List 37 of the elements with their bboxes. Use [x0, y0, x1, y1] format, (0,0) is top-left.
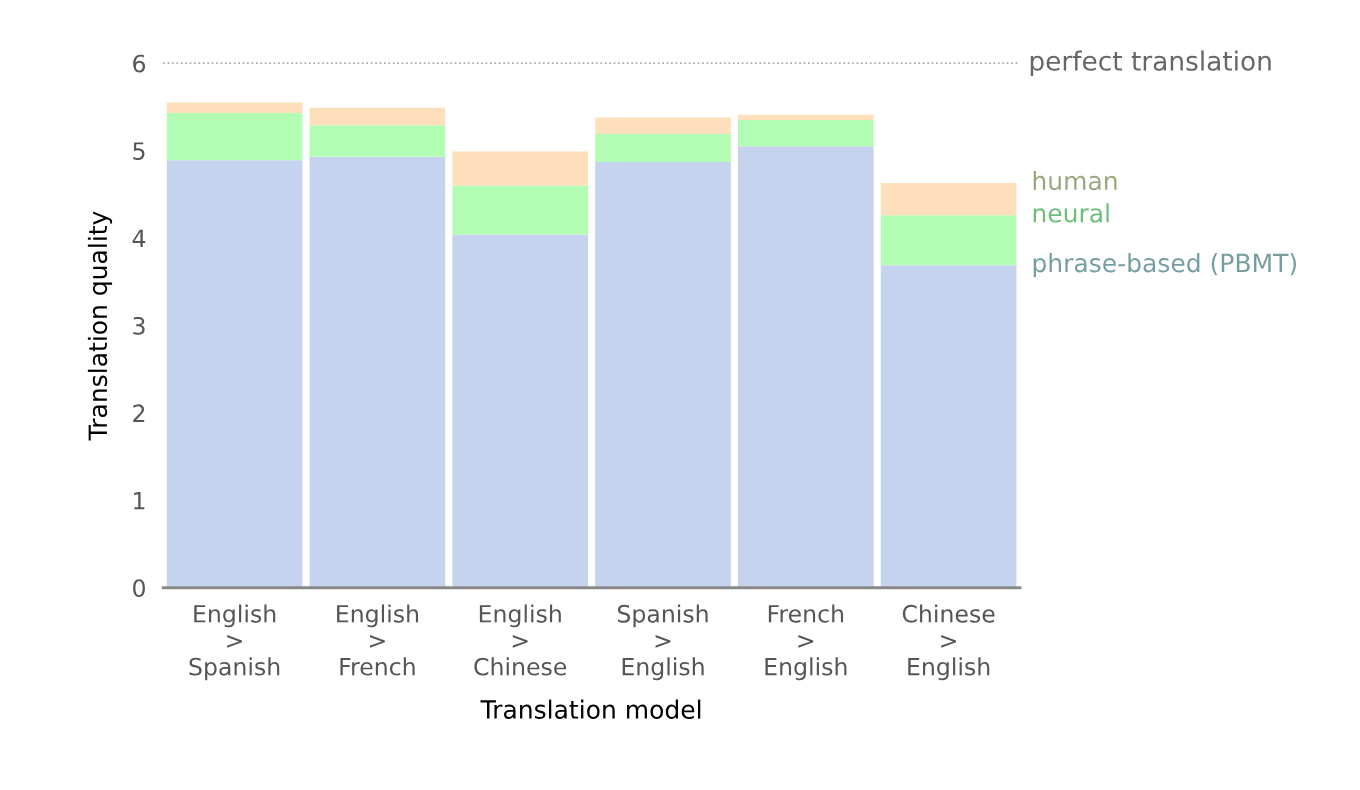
bar — [309, 107, 446, 126]
x-tick-label: Chinese > English — [902, 604, 995, 681]
bar — [166, 102, 303, 114]
bar — [737, 120, 874, 147]
y-tick-label: 5 — [133, 142, 145, 160]
x-tick-label: English > Spanish — [189, 604, 280, 681]
y-tick-label: 6 — [133, 54, 146, 73]
bar — [309, 125, 446, 157]
series-label: human — [1033, 170, 1117, 191]
y-tick-label: 4 — [132, 229, 146, 248]
x-tick-label: English > French — [337, 604, 419, 676]
bar — [737, 114, 874, 121]
bar — [166, 113, 303, 161]
bar — [452, 185, 589, 235]
bar — [309, 156, 446, 588]
bar — [452, 234, 589, 588]
series-label: neural — [1033, 203, 1109, 223]
bar — [595, 161, 731, 588]
x-tick-label: English > Chinese — [474, 604, 567, 676]
bar — [166, 160, 303, 588]
bar — [880, 215, 1017, 266]
ref-line-label: perfect translation — [1030, 50, 1271, 76]
y-tick-label: 0 — [133, 579, 145, 598]
bar — [737, 146, 874, 588]
y-axis-title: Translation quality — [87, 211, 113, 441]
y-tick-label: 1 — [134, 492, 145, 510]
y-tick-label: 3 — [133, 316, 145, 335]
y-tick-label: 2 — [133, 404, 145, 422]
bar — [880, 265, 1017, 588]
bar — [452, 151, 589, 186]
x-axis-title: Translation model — [480, 699, 701, 719]
bar — [595, 134, 731, 162]
x-tick-label: Spanish > English — [617, 604, 708, 681]
x-tick-label: French > English — [765, 604, 847, 681]
bar — [595, 117, 731, 135]
bar — [880, 182, 1017, 216]
series-label: phrase-based (PBMT) — [1033, 253, 1296, 278]
